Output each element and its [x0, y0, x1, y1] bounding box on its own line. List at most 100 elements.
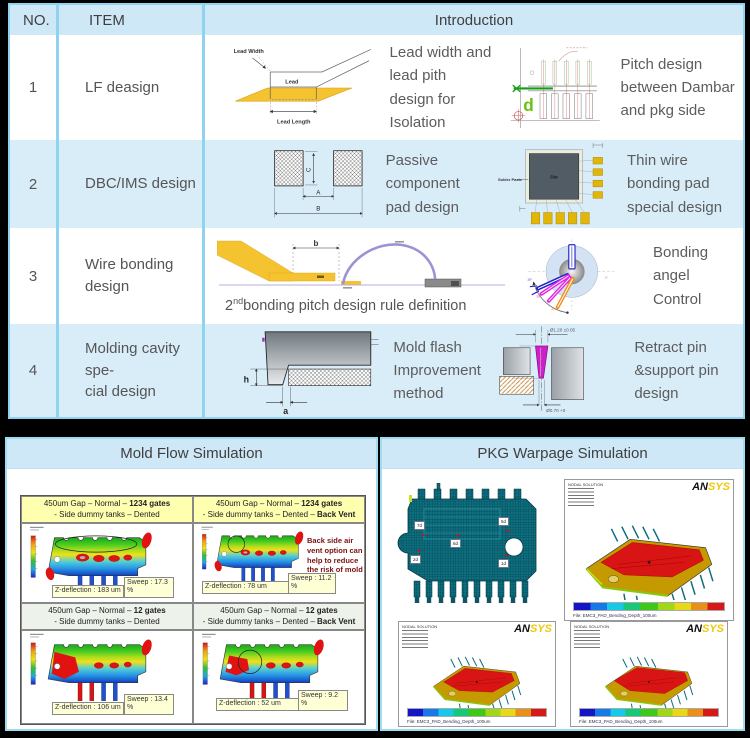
- ansys-colorbar: [407, 708, 547, 717]
- bond-angle-diagram: 15° 30° 45° 0°: [527, 239, 616, 314]
- mold-flow-result-2: [201, 526, 304, 583]
- mf-header-1: 450um Gap – Normal – 1234 gates - Side d…: [21, 496, 193, 523]
- svg-text:Ø1.20 ±0.05: Ø1.20 ±0.05: [549, 327, 575, 332]
- retract-pin-diagram: Ø1.20 ±0.05 Ø0.70 +0: [499, 325, 584, 413]
- nodal-solution-text: NODAL SOLUTION: [574, 624, 610, 629]
- column-divider: [202, 5, 205, 417]
- mold-flow-table: 450um Gap – Normal – 1234 gates - Side d…: [20, 495, 366, 725]
- row1-intro: Lead Width Lead Lead Length Lead width a…: [205, 38, 743, 137]
- mold-cavity-diagram: h a: [244, 330, 379, 416]
- mesh-label-4: 2d: [410, 555, 422, 564]
- mold-flow-result-4: [202, 633, 324, 701]
- svg-text:A: A: [316, 189, 321, 196]
- svg-text:15°: 15°: [527, 277, 532, 281]
- zdef-label-3: Z-deflection : 106 um: [52, 702, 124, 715]
- mf-header-4: 450um Gap – Normal – 12 gates - Side dum…: [193, 603, 365, 630]
- sweep-label-1: Sweep : 17.3 %: [124, 576, 174, 598]
- zdef-label-2: Z-deflection : 78 um: [202, 581, 290, 594]
- design-rule-table: NO. ITEM Introduction 1 LF deasign Lead …: [8, 3, 745, 419]
- ansys-parameter-lines: [574, 630, 600, 650]
- nodal-solution-text: NODAL SOLUTION: [402, 624, 438, 629]
- mesh-label-5: 1d: [498, 559, 510, 568]
- warpage-3d-model: [585, 525, 714, 600]
- row4-no: 4: [10, 324, 56, 417]
- svg-text:Lead Width: Lead Width: [234, 49, 265, 55]
- svg-text:B: B: [316, 206, 320, 213]
- svg-text:Solder Paste: Solder Paste: [498, 177, 523, 182]
- row2-text2: Thin wire bonding pad special design: [626, 152, 723, 216]
- mold-flow-panel: Mold Flow Simulation 450um Gap – Normal …: [5, 437, 378, 731]
- row3-intro: b 2ndbonding pitch design rule definitio…: [205, 231, 743, 321]
- ansys-colorbar: [579, 708, 719, 717]
- ansys-warpage-figure-3: NODAL SOLUTION ANSYS File: EMC3_PAD_B: [570, 621, 728, 727]
- row3-item: Wire bonding design: [59, 231, 202, 321]
- row1-text1: Lead width and lead pith design for Isol…: [389, 44, 492, 131]
- ansys-parameter-lines: [402, 630, 428, 650]
- ansys-logo: ANSYS: [692, 481, 730, 493]
- ansys-logo: ANSYS: [514, 623, 552, 635]
- svg-text:b: b: [314, 239, 319, 248]
- sweep-label-3: Sweep : 13.4 %: [124, 693, 174, 715]
- mold-flow-result-3: [30, 633, 152, 701]
- dbc-pad-dimension-diagram: C A B: [274, 150, 363, 218]
- svg-text:Lead Length: Lead Length: [277, 119, 311, 125]
- row1-item: LF deasign: [59, 38, 202, 137]
- warpage-3d-model: [432, 656, 522, 708]
- svg-text:a: a: [283, 406, 288, 416]
- mf-image-2: Back side air vent option can help to re…: [193, 523, 365, 603]
- zdef-label-1: Z-deflection : 183 um: [52, 585, 124, 598]
- row3-text2: Bonding angel Control: [653, 244, 709, 308]
- row4-intro: h a Mold flash Improvement method Ø1.20 …: [205, 324, 743, 417]
- header-introduction: Introduction: [205, 5, 743, 35]
- sweep-label-2: Sweep : 11.2 %: [288, 572, 336, 594]
- svg-text:45°: 45°: [551, 307, 556, 311]
- row1-text2: Pitch design between Dambar and pkg side: [620, 55, 735, 120]
- svg-text:Ø0.70 +0: Ø0.70 +0: [546, 408, 566, 413]
- svg-text:30°: 30°: [536, 294, 541, 298]
- row2-no: 2: [10, 140, 56, 228]
- mold-flow-result-1: [30, 526, 152, 594]
- ansys-warpage-figure-2: NODAL SOLUTION ANSYS File: EMC3_PAD_B: [398, 621, 556, 727]
- ansys-warpage-figure-1: NODAL SOLUTION ANSYS File: E: [564, 479, 734, 621]
- row2-text1: Passive component pad design: [385, 152, 460, 216]
- mesh-label-2: 5d: [498, 517, 510, 526]
- wire-bond-caption: 2ndbonding pitch design rule definition: [225, 295, 467, 314]
- lead-design-diagram: Lead Width Lead Lead Length: [234, 48, 372, 125]
- wire-bond-block: b 2ndbonding pitch design rule definitio…: [217, 239, 507, 314]
- row2-item: DBC/IMS design: [59, 140, 202, 228]
- svg-text:0°: 0°: [605, 276, 609, 280]
- row3-no: 3: [10, 231, 56, 321]
- mf-image-1: Z-deflection : 183 um Sweep : 17.3 %: [21, 523, 193, 603]
- mf-image-3: Z-deflection : 106 um Sweep : 13.4 %: [21, 630, 193, 724]
- pkg-warpage-panel: PKG Warpage Simulation: [380, 437, 745, 731]
- header-item: ITEM: [59, 5, 202, 35]
- sweep-label-4: Sweep : 9.2 %: [298, 689, 348, 711]
- ansys-logo: ANSYS: [686, 623, 724, 635]
- svg-text:Die: Die: [550, 174, 558, 180]
- ansys-file-caption: File: EMC3_PAD_Bending_Depth_100um: [573, 613, 657, 618]
- mf-header-2: 450um Gap – Normal – 1234 gates - Side d…: [193, 496, 365, 523]
- svg-text:C: C: [306, 167, 313, 172]
- mold-flow-title: Mold Flow Simulation: [7, 439, 376, 469]
- nodal-solution-text: NODAL SOLUTION: [568, 482, 604, 487]
- fea-mesh-figure: 7d 5d 6d 2d 1d: [388, 482, 548, 609]
- warpage-3d-model: [604, 656, 694, 708]
- row4-text1: Mold flash Improvement method: [393, 338, 481, 403]
- die-pad-diagram: Die Solder Paste: [498, 143, 603, 225]
- ansys-colorbar: [573, 602, 725, 611]
- pkg-warpage-title: PKG Warpage Simulation: [382, 439, 743, 469]
- svg-text:Lead: Lead: [285, 79, 299, 85]
- mesh-label-3: 6d: [450, 539, 462, 548]
- column-divider: [56, 5, 59, 417]
- mesh-label-1: 7d: [414, 521, 426, 530]
- ansys-file-caption: File: EMC3_PAD_Bending_Depth_100um: [407, 719, 491, 724]
- svg-text:h: h: [244, 374, 249, 384]
- fea-mesh-model: [397, 482, 537, 603]
- ansys-file-caption: File: EMC3_PAD_Bending_Depth_100um: [579, 719, 663, 724]
- wire-bond-pitch-diagram: b: [217, 239, 505, 289]
- ansys-parameter-lines: [568, 488, 594, 508]
- zdef-label-4: Z-deflection : 52 um: [216, 698, 300, 711]
- row1-no: 1: [10, 38, 56, 137]
- dambar-pitch-cad-diagram: d: [510, 47, 600, 128]
